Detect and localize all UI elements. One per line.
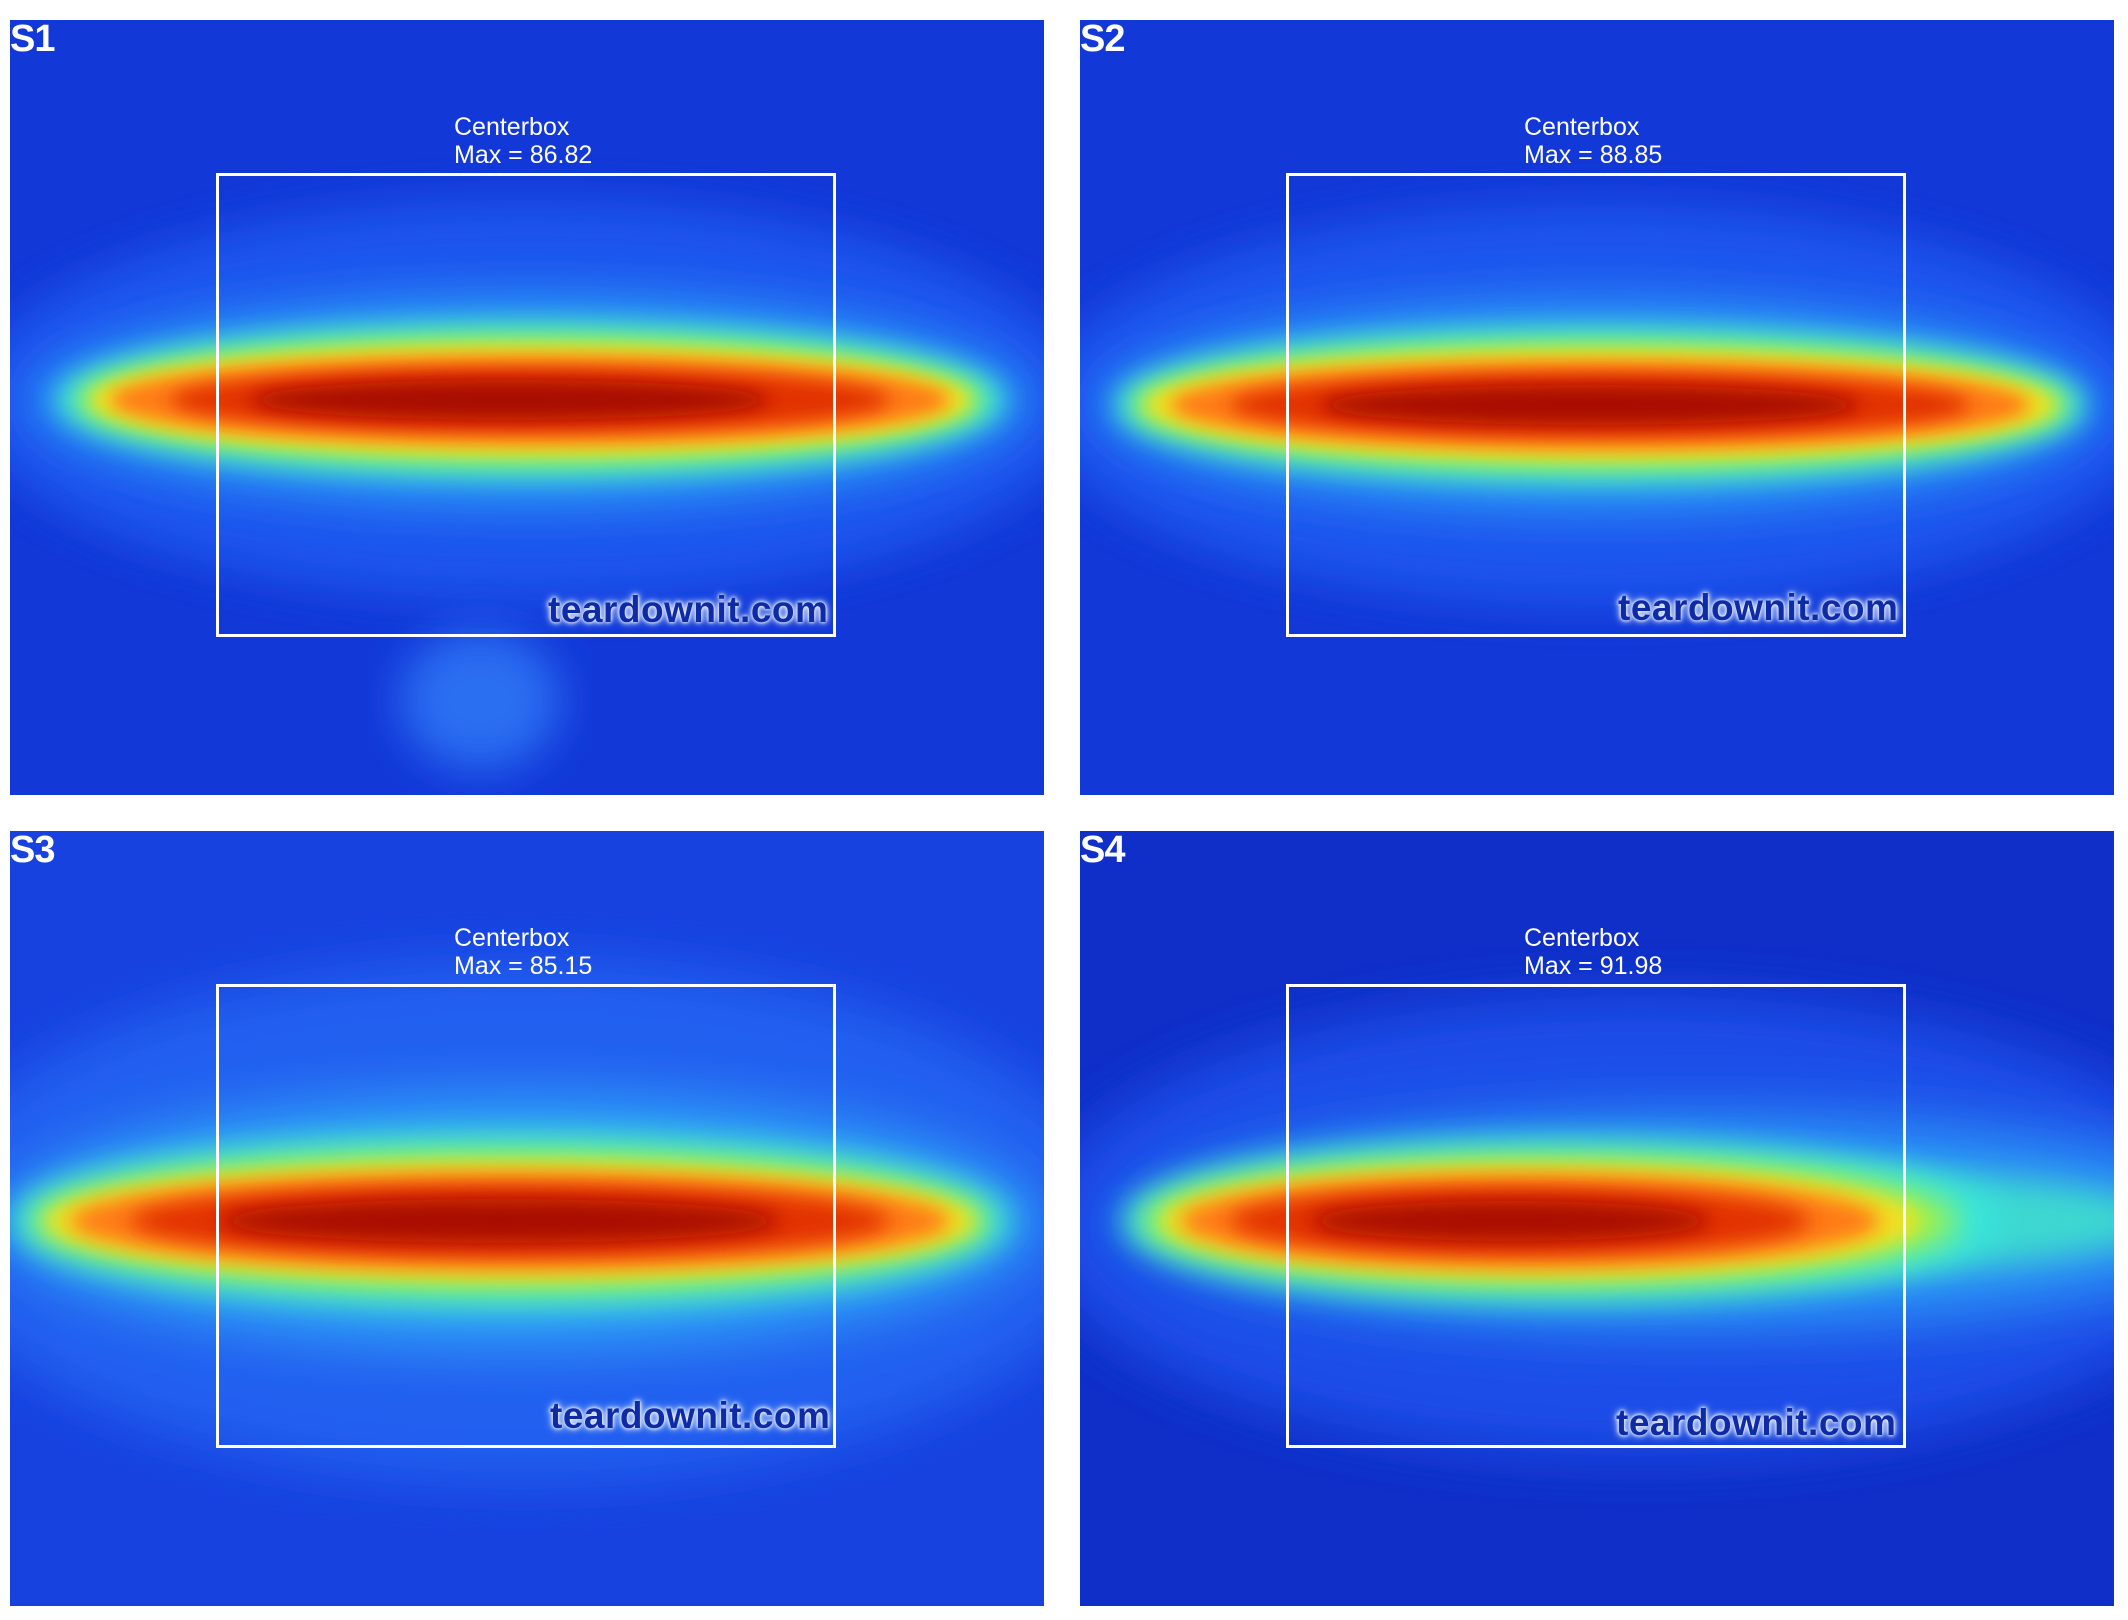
watermark: teardownit.com [1618, 587, 1899, 628]
panel-label: S1 [10, 20, 55, 60]
centerbox-max-value: Max = 85.15 [454, 952, 593, 980]
centerbox-max-value: Max = 91.98 [1524, 952, 1663, 980]
centerbox-outline [1286, 173, 1906, 637]
centerbox-title: Centerbox [1524, 924, 1640, 952]
centerbox-max-value: Max = 86.82 [454, 141, 593, 169]
panel-label: S3 [10, 831, 55, 871]
watermark: teardownit.com [550, 1395, 831, 1436]
beam-profile-image [1080, 20, 2114, 795]
centerbox-outline [216, 984, 836, 1448]
centerbox-title: Centerbox [454, 924, 570, 952]
beam-profile-image [10, 20, 1044, 795]
heatmap-panel-s2: S2 Centerbox Max = 88.85 teardownit.com [1080, 20, 2114, 795]
watermark: teardownit.com [1616, 1402, 1897, 1443]
panel-label: S2 [1080, 20, 1125, 60]
watermark: teardownit.com [548, 589, 829, 630]
centerbox-max-value: Max = 88.85 [1524, 141, 1663, 169]
centerbox-outline [216, 173, 836, 637]
panel-label: S4 [1080, 831, 1125, 871]
centerbox-title: Centerbox [1524, 113, 1640, 141]
beam-profile-image [10, 831, 1044, 1606]
beam-profile-image [1080, 831, 2114, 1606]
heatmap-panel-s1: S1 Centerbox Max = 86.82 teardownit.com [10, 20, 1044, 795]
centerbox-outline [1286, 984, 1906, 1448]
heatmap-panel-s3: S3 Centerbox Max = 85.15 teardownit.com [10, 831, 1044, 1606]
centerbox-title: Centerbox [454, 113, 570, 141]
heatmap-panel-s4: S4 Centerbox Max = 91.98 teardownit.com [1080, 831, 2114, 1606]
